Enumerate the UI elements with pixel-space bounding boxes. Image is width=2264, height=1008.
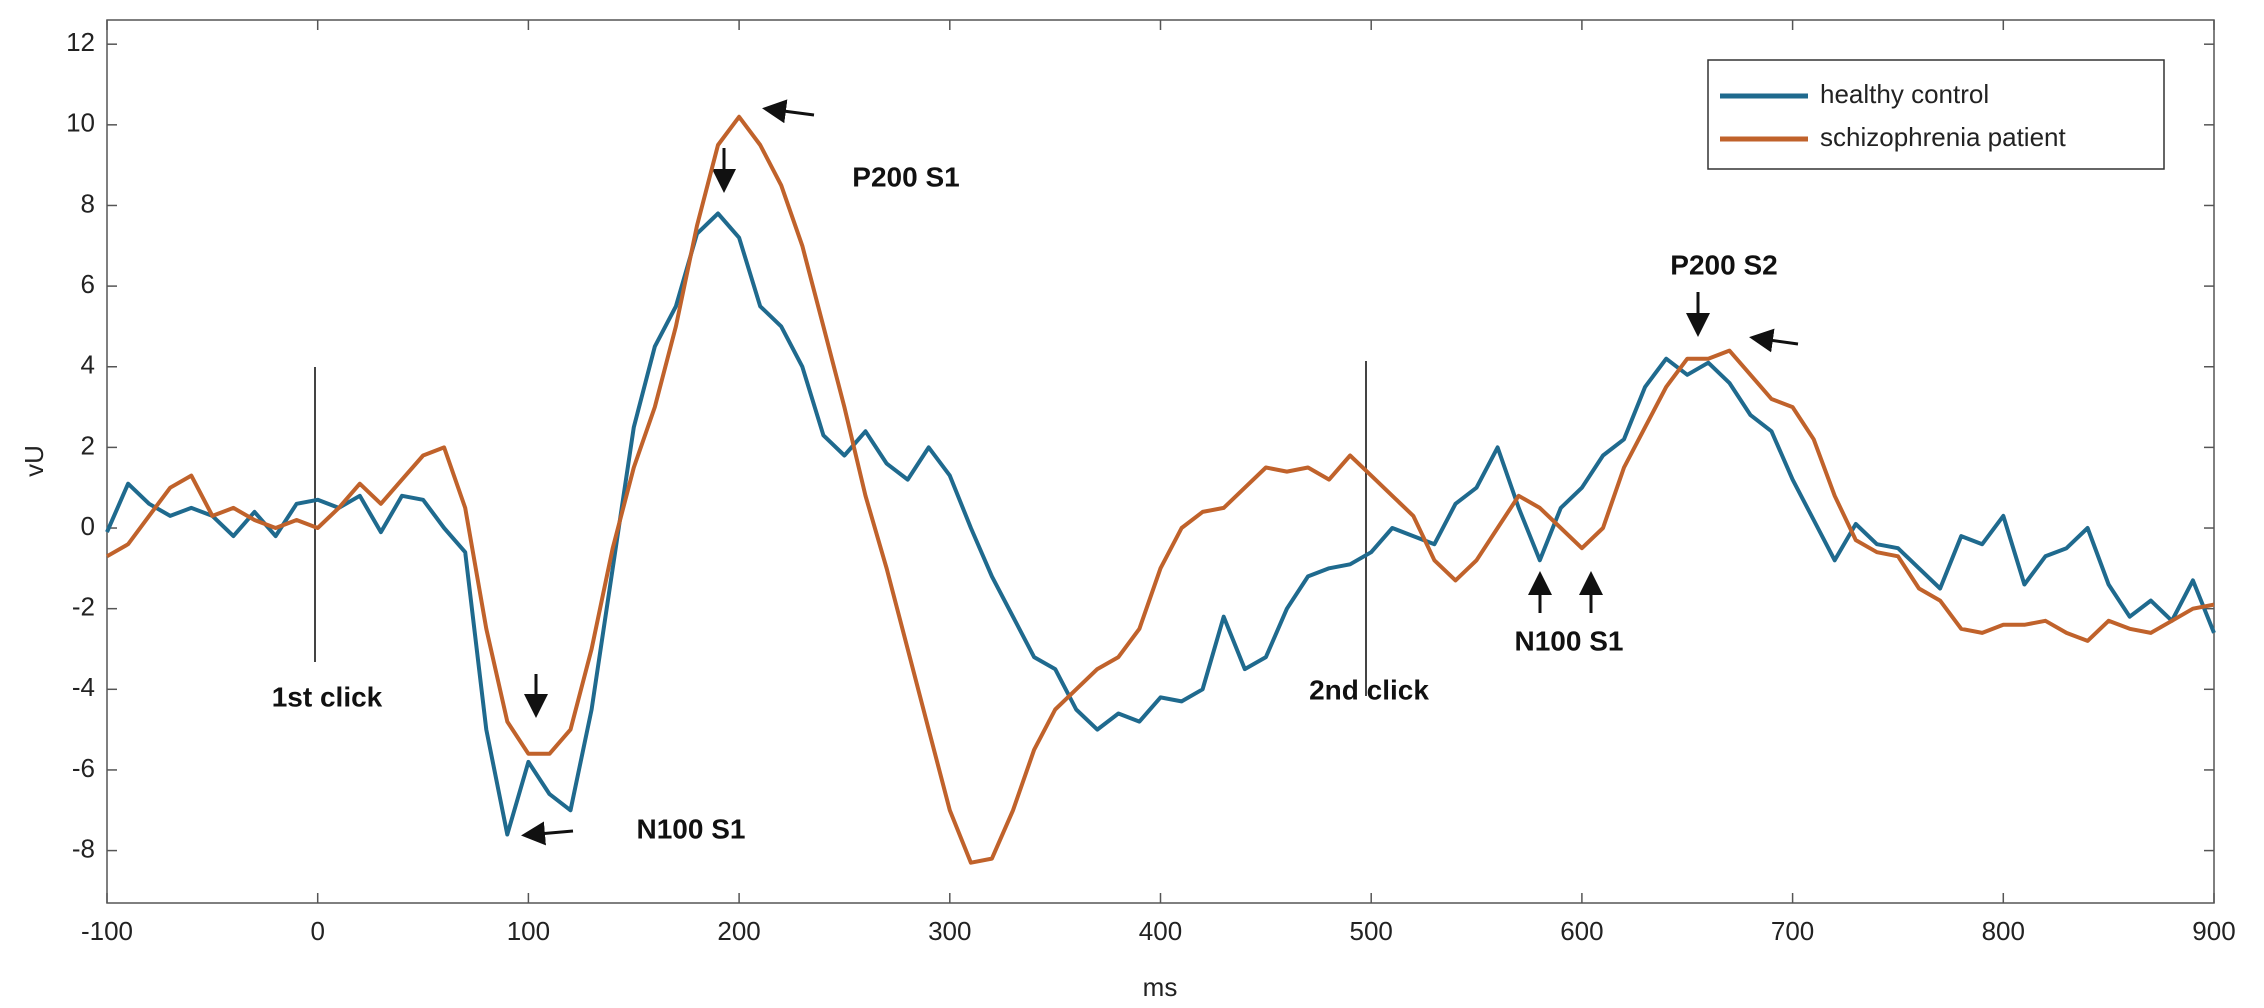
y-tick-label: 10 [66, 108, 95, 138]
y-tick-label: -4 [72, 672, 95, 702]
x-tick-label: 200 [717, 916, 760, 946]
annotation: P200 S2 [1670, 249, 1777, 280]
y-tick-label: 4 [81, 350, 95, 380]
annotation: 1st click [272, 681, 383, 712]
y-axis-label: vU [19, 445, 49, 477]
arrows [521, 99, 1799, 846]
y-tick-label: -2 [72, 592, 95, 622]
legend-label: healthy control [1820, 79, 1989, 109]
y-tick-label: 12 [66, 27, 95, 57]
x-tick-label: 700 [1771, 916, 1814, 946]
x-tick-label: -100 [81, 916, 133, 946]
x-tick-label: 900 [2192, 916, 2235, 946]
x-tick-label: 100 [507, 916, 550, 946]
y-tick-label: 8 [81, 188, 95, 218]
legend-label: schizophrenia patient [1820, 122, 2066, 152]
x-tick-label: 500 [1350, 916, 1393, 946]
y-tick-label: 0 [81, 511, 95, 541]
x-axis-label: ms [1143, 972, 1178, 1002]
arrow [1749, 328, 1799, 353]
arrow [521, 821, 574, 846]
x-tick-label: 0 [310, 916, 324, 946]
annotation: N100 S1 [637, 813, 746, 844]
x-tick-label: 400 [1139, 916, 1182, 946]
legend-box [1707, 59, 2165, 170]
y-tick-label: 6 [81, 269, 95, 299]
y-tick-label: -8 [72, 833, 95, 863]
x-tick-label: 600 [1560, 916, 1603, 946]
data-line [105, 211, 2216, 837]
y-tick-label: 2 [81, 430, 95, 460]
annotation: 2nd click [1309, 674, 1429, 705]
data-line [106, 114, 2215, 865]
y-tick-label: -6 [72, 753, 95, 783]
arrow [762, 99, 815, 124]
x-tick-label: 300 [928, 916, 971, 946]
annotation: P200 S1 [852, 161, 959, 192]
annotation: N100 S1 [1515, 625, 1624, 656]
x-tick-label: 800 [1982, 916, 2025, 946]
